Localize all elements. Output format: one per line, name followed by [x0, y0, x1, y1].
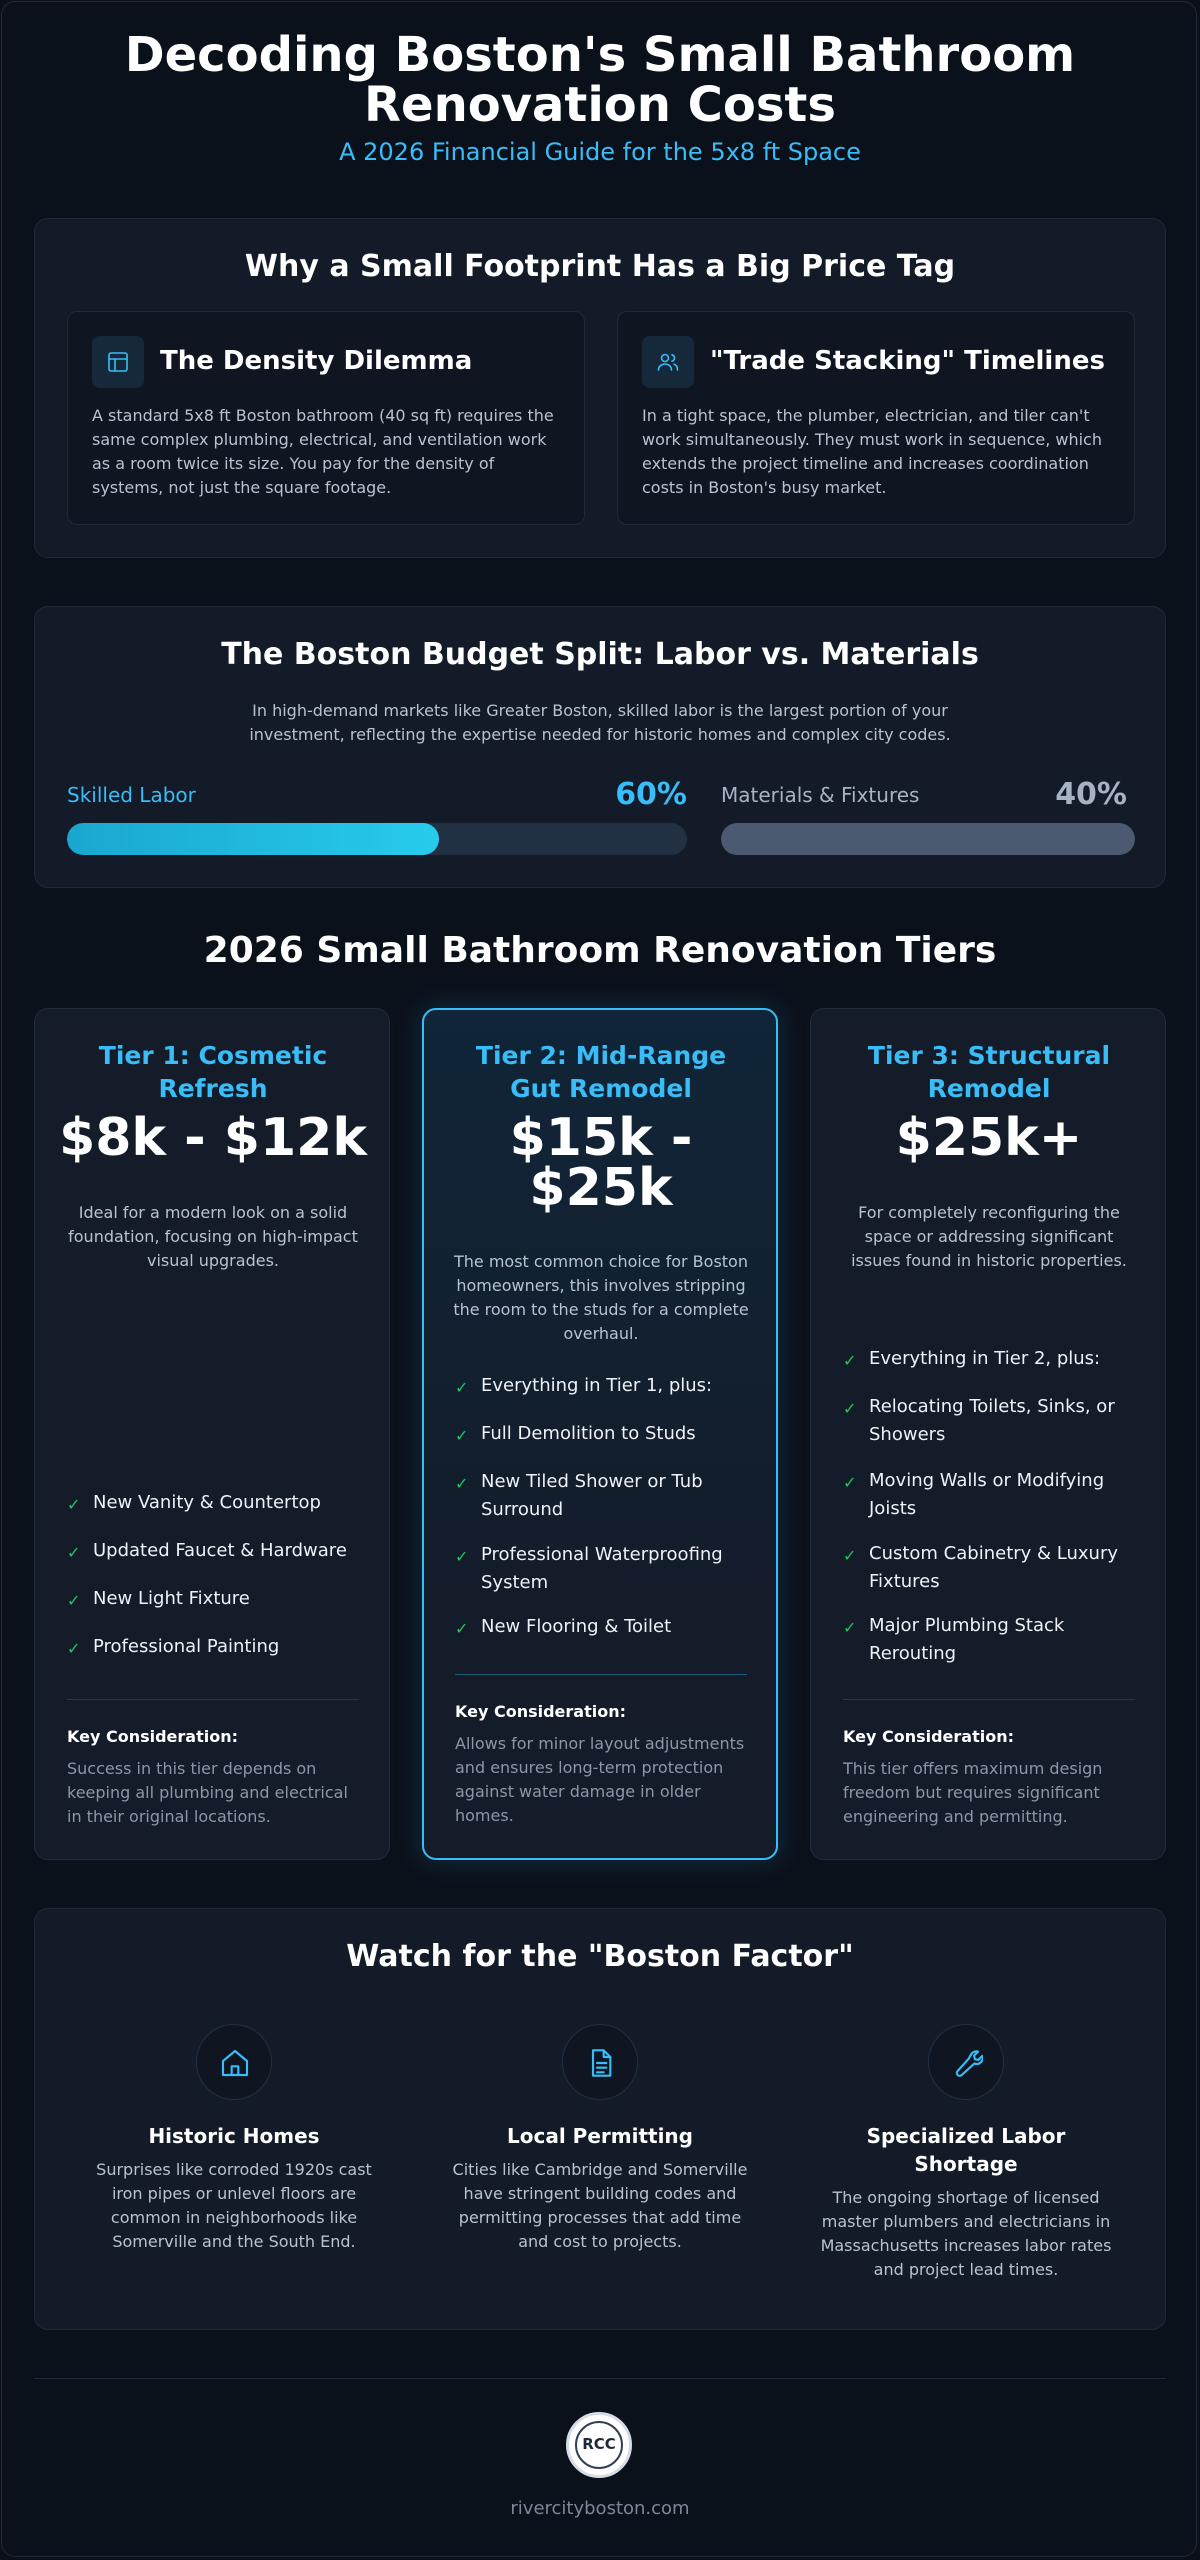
users-icon	[642, 336, 694, 388]
logo-text: RCC	[582, 2435, 616, 2453]
check-icon: ✓	[455, 1426, 469, 1445]
factor-title: Watch for the "Boston Factor"	[346, 1939, 854, 1974]
tier-card-3: Tier 3: Structural Remodel $25k+ For com…	[810, 1008, 1166, 1860]
tier-price: $15k - $25k	[509, 1108, 693, 1218]
footer-url[interactable]: rivercityboston.com	[510, 2498, 690, 2519]
check-icon: ✓	[843, 1546, 857, 1565]
consideration-label: Key Consideration:	[455, 1702, 627, 1721]
tier-name: Tier 2: Mid-Range Gut Remodel	[475, 1041, 727, 1103]
factor-item-title: Specialized Labor Shortage	[866, 2124, 1066, 2176]
page-title: Decoding Boston's Small Bathroom Renovat…	[124, 27, 1076, 133]
consideration-text: Allows for minor layout adjustments and …	[455, 1734, 745, 1825]
check-icon: ✓	[843, 1618, 857, 1637]
factor-item-text: Cities like Cambridge and Somerville hav…	[452, 2160, 748, 2251]
tier-name: Tier 3: Structural Remodel	[867, 1041, 1111, 1103]
check-icon: ✓	[455, 1474, 469, 1493]
factor-item-title: Historic Homes	[148, 2124, 320, 2148]
density-card: The Density Dilemma A standard 5x8 ft Bo…	[67, 311, 585, 525]
card-title: The Density Dilemma	[160, 346, 473, 376]
divider	[455, 1674, 747, 1675]
consideration-text: This tier offers maximum design freedom …	[843, 1759, 1103, 1826]
check-icon: ✓	[843, 1473, 857, 1492]
why-panel: Why a Small Footprint Has a Big Price Ta…	[34, 218, 1166, 558]
card-text: In a tight space, the plumber, electrici…	[642, 406, 1102, 497]
check-icon: ✓	[67, 1495, 81, 1514]
check-icon: ✓	[843, 1399, 857, 1418]
factor-item-text: Surprises like corroded 1920s cast iron …	[96, 2160, 372, 2251]
tier-description: The most common choice for Boston homeow…	[453, 1252, 749, 1343]
divider	[67, 1699, 359, 1700]
tier-card-2: Tier 2: Mid-Range Gut Remodel $15k - $25…	[422, 1008, 778, 1860]
labor-percent: 60%	[615, 777, 687, 812]
consideration-text: Success in this tier depends on keeping …	[67, 1759, 348, 1826]
tier-price: $25k+	[895, 1108, 1083, 1168]
card-text: A standard 5x8 ft Boston bathroom (40 sq…	[92, 406, 554, 497]
tiers-heading: 2026 Small Bathroom Renovation Tiers	[203, 930, 997, 971]
tier-card-1: Tier 1: Cosmetic Refresh $8k - $12k Idea…	[34, 1008, 390, 1860]
trade-stacking-card: "Trade Stacking" Timelines In a tight sp…	[617, 311, 1135, 525]
tier-description: For completely reconfiguring the space o…	[851, 1203, 1127, 1270]
labor-label: Skilled Labor	[67, 783, 196, 807]
wrench-icon	[928, 2024, 1004, 2100]
tier-description: Ideal for a modern look on a solid found…	[68, 1203, 358, 1270]
page-subtitle: A 2026 Financial Guide for the 5x8 ft Sp…	[339, 138, 861, 166]
document-icon	[562, 2024, 638, 2100]
tier-price: $8k - $12k	[59, 1108, 367, 1168]
boston-factor-panel: Watch for the "Boston Factor"	[34, 1908, 1166, 2330]
labor-bar-track	[67, 823, 687, 855]
check-icon: ✓	[455, 1619, 469, 1638]
footer-divider	[34, 2378, 1166, 2379]
factor-item-title: Local Permitting	[507, 2124, 693, 2148]
why-title: Why a Small Footprint Has a Big Price Ta…	[244, 249, 956, 284]
company-logo: RCC	[566, 2412, 632, 2478]
divider	[843, 1699, 1135, 1700]
layout-icon	[92, 336, 144, 388]
home-icon	[196, 2024, 272, 2100]
materials-percent: 40%	[1055, 777, 1127, 812]
card-title: "Trade Stacking" Timelines	[710, 346, 1105, 376]
check-icon: ✓	[67, 1543, 81, 1562]
budget-panel: The Boston Budget Split: Labor vs. Mater…	[34, 606, 1166, 888]
tier-name: Tier 1: Cosmetic Refresh	[98, 1041, 328, 1103]
check-icon: ✓	[455, 1378, 469, 1397]
materials-label: Materials & Fixtures	[721, 783, 920, 807]
materials-bar-fill	[721, 823, 1135, 855]
check-icon: ✓	[67, 1639, 81, 1658]
consideration-label: Key Consideration:	[843, 1727, 1015, 1746]
materials-bar-track	[721, 823, 1135, 855]
check-icon: ✓	[455, 1547, 469, 1566]
budget-description: In high-demand markets like Greater Bost…	[249, 701, 951, 744]
labor-bar-fill	[67, 823, 439, 855]
budget-title: The Boston Budget Split: Labor vs. Mater…	[221, 637, 979, 672]
factor-item-text: The ongoing shortage of licensed master …	[820, 2188, 1112, 2279]
consideration-label: Key Consideration:	[67, 1727, 239, 1746]
check-icon: ✓	[843, 1351, 857, 1370]
check-icon: ✓	[67, 1591, 81, 1610]
logo-ring	[575, 2421, 623, 2469]
